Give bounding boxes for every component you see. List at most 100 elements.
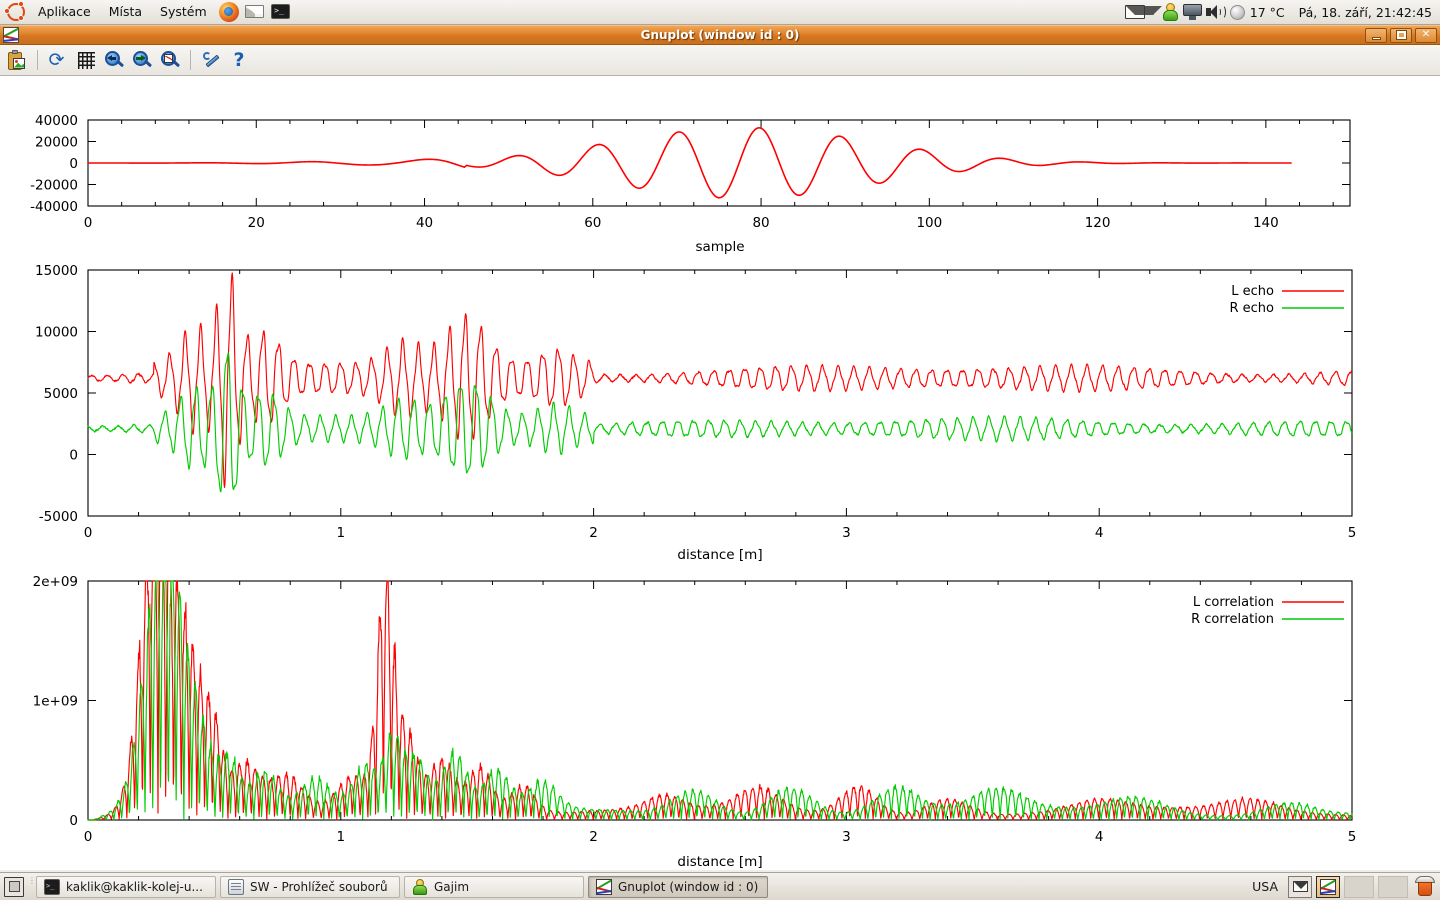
task-label: SW - Prohlížeč souborů	[250, 879, 388, 894]
weather-icon[interactable]	[1229, 4, 1245, 20]
series-r-correlation	[87, 580, 1353, 821]
volume-icon[interactable]	[1205, 4, 1226, 20]
window-titlebar[interactable]: Gnuplot (window id : 0) ✕	[0, 25, 1440, 45]
gnuplot-toolbar: ⟳ ?	[0, 45, 1440, 76]
plot-border	[87, 269, 1353, 517]
x-tick-label: 1	[337, 829, 346, 845]
legend-label: L echo	[1231, 284, 1274, 299]
temperature-label[interactable]: 17 °C	[1249, 4, 1285, 20]
file-manager-icon	[228, 878, 244, 895]
y-tick-label: 0	[69, 156, 78, 172]
x-tick-label: 0	[84, 829, 93, 845]
menu-system[interactable]: Systém	[160, 4, 207, 19]
question-mark-icon: ?	[233, 48, 245, 71]
gnuplot-window: Gnuplot (window id : 0) ✕ ⟳	[0, 25, 1440, 897]
replot-button[interactable]: ⟳	[45, 47, 71, 73]
legend-label: L correlation	[1193, 595, 1274, 610]
close-button[interactable]: ✕	[1415, 27, 1437, 43]
tray-blank-slot-1	[1344, 875, 1374, 898]
y-tick-label: 10000	[35, 325, 78, 341]
mail-icon[interactable]	[243, 0, 267, 24]
copy-to-clipboard-button[interactable]	[4, 47, 30, 73]
task-label: Gajim	[434, 879, 470, 894]
task-button-terminal[interactable]: >_ kaklik@kaklik-kolej-u...	[36, 875, 216, 898]
clock[interactable]: Pá, 18. září, 21:42:45	[1298, 4, 1432, 20]
gnuplot-canvas[interactable]: 0 20 40 60 80 100 120 140 -40000 -20000 0 20000 4000…	[0, 76, 1440, 870]
gnuplot-icon	[3, 27, 19, 43]
task-button-file-manager[interactable]: SW - Prohlížeč souborů	[220, 875, 400, 898]
envelope-icon[interactable]	[1288, 875, 1312, 898]
x-tick-label: 140	[1253, 215, 1279, 231]
taskbar-grip[interactable]: ⋮⋮	[28, 876, 44, 896]
legend-label: R echo	[1229, 301, 1274, 316]
x-axis-label: sample	[695, 239, 744, 255]
firefox-icon[interactable]	[217, 0, 241, 24]
clipboard-icon	[8, 49, 26, 70]
x-tick-label: 3	[842, 829, 851, 845]
plot-1: 0 20 40 60 80 100 120 140 -40000 -20000 0 20000 4000…	[30, 113, 1351, 255]
plots-svg: 0 20 40 60 80 100 120 140-40000-200000200004000…	[30, 113, 1357, 870]
x-tick-label: 120	[1085, 215, 1111, 231]
gnuplot-window-icon[interactable]	[1316, 875, 1340, 898]
x-tick-label: 80	[752, 215, 769, 231]
x-tick-label: 1	[337, 525, 346, 541]
gajim-icon	[412, 878, 428, 895]
x-tick-label: 5	[1348, 829, 1357, 845]
grid-icon	[77, 51, 95, 69]
x-tick-label: 2	[589, 525, 598, 541]
plot-2: 0 1 2 3 4 5 -5000 0 5000 10000 15000 distance [m] L …	[35, 263, 1356, 563]
task-button-gajim[interactable]: Gajim	[404, 875, 584, 898]
menu-applications[interactable]: Aplikace	[38, 4, 91, 19]
system-tray: ⋮ 17 °C Pá, 18. září, 21:42:45	[1124, 3, 1440, 21]
x-axis-label: distance [m]	[677, 547, 762, 563]
terminal-icon[interactable]: >_	[269, 0, 293, 24]
refresh-icon: ⟳	[48, 48, 65, 71]
series-l-correlation	[87, 580, 1353, 821]
task-button-gnuplot[interactable]: Gnuplot (window id : 0)	[588, 875, 768, 898]
x-tick-label: 60	[584, 215, 601, 231]
series-l-echo	[87, 272, 1353, 488]
y-tick-label: 2e+09	[33, 574, 78, 590]
display-icon[interactable]	[1182, 4, 1202, 20]
toolbar-separator	[37, 50, 38, 70]
help-button[interactable]: ?	[226, 47, 252, 73]
legend-label: R correlation	[1191, 612, 1274, 627]
plot-border	[87, 580, 1353, 821]
y-tick-label: 40000	[35, 113, 78, 129]
task-label: kaklik@kaklik-kolej-u...	[66, 879, 203, 894]
ubuntu-logo-icon[interactable]	[4, 1, 27, 23]
next-zoom-button[interactable]	[129, 47, 155, 73]
x-axis-label: distance [m]	[677, 854, 762, 870]
x-tick-label: 4	[1095, 525, 1104, 541]
x-tick-label: 5	[1348, 525, 1357, 541]
zoom-previous-icon	[104, 50, 124, 70]
maximize-button[interactable]	[1390, 27, 1412, 43]
gnome-top-panel: Aplikace Místa Systém >_ ⋮ 17 °C Pá, 18.…	[0, 0, 1440, 25]
menu-places[interactable]: Místa	[108, 4, 143, 19]
y-tick-label: -40000	[30, 199, 78, 215]
envelope-icon[interactable]	[1124, 5, 1162, 19]
minimize-button[interactable]	[1365, 27, 1387, 43]
user-status-icon[interactable]	[1162, 3, 1179, 21]
y-tick-label: 0	[69, 448, 78, 464]
zoom-fit-icon	[160, 50, 180, 70]
x-tick-label: 20	[248, 215, 265, 231]
window-controls: ✕	[1365, 27, 1437, 43]
y-tick-label: 15000	[35, 263, 78, 279]
keyboard-layout-indicator[interactable]: USA	[1252, 879, 1278, 894]
toggle-grid-button[interactable]	[73, 47, 99, 73]
autoscale-button[interactable]	[157, 47, 183, 73]
gnuplot-icon	[596, 878, 612, 895]
plot-3: 0 1 2 3 4 5 0 1e+09 2e+09 distance [m] L correlati…	[33, 574, 1357, 870]
window-list-taskbar: ⋮⋮ >_ kaklik@kaklik-kolej-u... SW - Proh…	[0, 872, 1440, 900]
terminal-icon: >_	[44, 878, 60, 895]
x-tick-label: 2	[589, 829, 598, 845]
settings-button[interactable]	[198, 47, 224, 73]
x-tick-label: 0	[84, 215, 93, 231]
previous-zoom-button[interactable]	[101, 47, 127, 73]
trash-icon[interactable]	[1414, 876, 1436, 897]
y-tick-label: 5000	[44, 386, 78, 402]
x-tick-label: 100	[916, 215, 942, 231]
series-waveform	[87, 126, 1292, 199]
show-desktop-icon[interactable]	[4, 876, 24, 897]
